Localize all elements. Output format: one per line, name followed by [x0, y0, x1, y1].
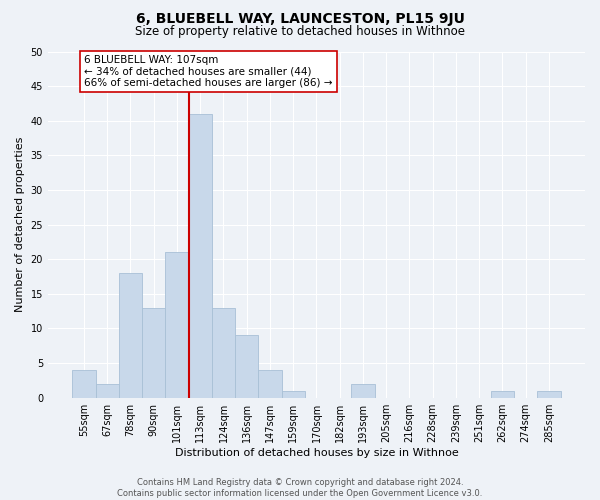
Bar	[281, 391, 305, 398]
Bar	[73, 370, 95, 398]
X-axis label: Distribution of detached houses by size in Withnoe: Distribution of detached houses by size …	[175, 448, 458, 458]
Text: Contains HM Land Registry data © Crown copyright and database right 2024.
Contai: Contains HM Land Registry data © Crown c…	[118, 478, 482, 498]
Text: 6 BLUEBELL WAY: 107sqm
← 34% of detached houses are smaller (44)
66% of semi-det: 6 BLUEBELL WAY: 107sqm ← 34% of detached…	[84, 55, 332, 88]
Bar	[166, 252, 188, 398]
Bar	[188, 114, 212, 398]
Bar	[142, 308, 166, 398]
Y-axis label: Number of detached properties: Number of detached properties	[15, 137, 25, 312]
Bar	[119, 273, 142, 398]
Bar	[259, 370, 281, 398]
Bar	[212, 308, 235, 398]
Bar	[352, 384, 374, 398]
Bar	[95, 384, 119, 398]
Text: 6, BLUEBELL WAY, LAUNCESTON, PL15 9JU: 6, BLUEBELL WAY, LAUNCESTON, PL15 9JU	[136, 12, 464, 26]
Bar	[491, 391, 514, 398]
Bar	[538, 391, 560, 398]
Text: Size of property relative to detached houses in Withnoe: Size of property relative to detached ho…	[135, 25, 465, 38]
Bar	[235, 336, 259, 398]
